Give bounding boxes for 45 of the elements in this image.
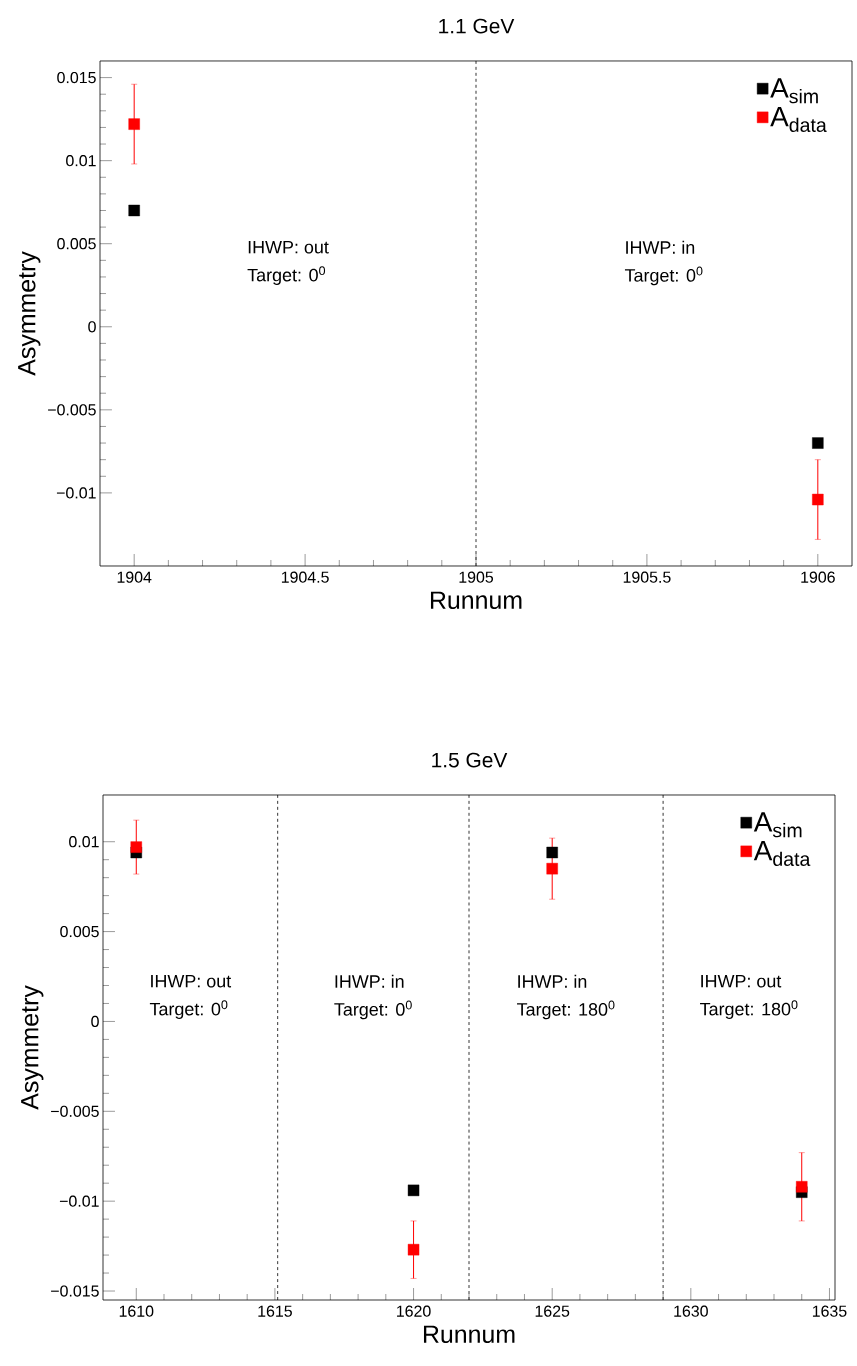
legend-label: A$_{sim}$ [753, 812, 802, 838]
annotation: Target: 0$^{0}$ [334, 1000, 412, 1020]
x-tick-label: 1615 [258, 1305, 292, 1317]
y-tick-label: −0.01 [59, 1195, 99, 1207]
x-axis-title: Runnum [430, 591, 522, 610]
y-tick-label: 0.005 [60, 925, 99, 938]
y-tick-label: 0 [88, 321, 96, 333]
y-tick-label: 0.01 [66, 155, 96, 167]
y-tick-label: 0 [91, 1015, 99, 1028]
y-tick-label: 0.005 [57, 238, 96, 250]
y-tick-label: −0.005 [48, 404, 96, 416]
x-tick-label: 1625 [535, 1305, 570, 1317]
annotation: Target: 0$^{0}$ [624, 266, 703, 286]
annotation: IHWP: in [626, 240, 695, 254]
chart-title: 1.1 GeV [439, 18, 515, 34]
y-tick-label: 0.01 [69, 836, 99, 848]
annotation: IHWP: out [701, 975, 782, 988]
annotation: IHWP: out [151, 975, 232, 988]
x-axis-title: Runnum [423, 1325, 515, 1344]
chart-title: 1.5 GeV [432, 752, 508, 768]
annotation: Target: 180$^{0}$ [517, 1000, 615, 1020]
y-tick-label: −0.015 [51, 1285, 99, 1297]
y-tick-label: 0.015 [57, 71, 96, 84]
x-tick-label: 1635 [812, 1305, 847, 1317]
annotation: IHWP: out [248, 241, 329, 254]
y-tick-label: −0.005 [51, 1105, 99, 1117]
legend-label: A$_{sim}$ [770, 78, 818, 104]
y-axis-title: Asymmetry [21, 985, 44, 1110]
x-tick-label: 1620 [397, 1305, 431, 1317]
annotation: Target: 0$^{0}$ [149, 1000, 228, 1019]
annotation: Target: 180$^{0}$ [700, 1000, 798, 1019]
legend-label: A$_{data}$ [770, 107, 827, 132]
x-tick-label: 1610 [119, 1305, 154, 1317]
annotation: IHWP: in [518, 974, 587, 988]
x-tick-label: 1904.5 [281, 571, 329, 583]
annotation: IHWP: in [335, 974, 404, 988]
x-tick-label: 1904 [117, 571, 152, 583]
x-tick-label: 1906 [801, 571, 835, 583]
y-tick-label: −0.01 [56, 487, 96, 499]
x-tick-label: 1905 [459, 571, 494, 583]
annotation: Target: 0$^{0}$ [247, 266, 326, 285]
y-axis-title: Asymmetry [18, 251, 41, 376]
x-tick-label: 1630 [674, 1305, 708, 1317]
legend-label: A$_{data}$ [753, 841, 811, 866]
x-tick-label: 1905.5 [623, 571, 671, 583]
